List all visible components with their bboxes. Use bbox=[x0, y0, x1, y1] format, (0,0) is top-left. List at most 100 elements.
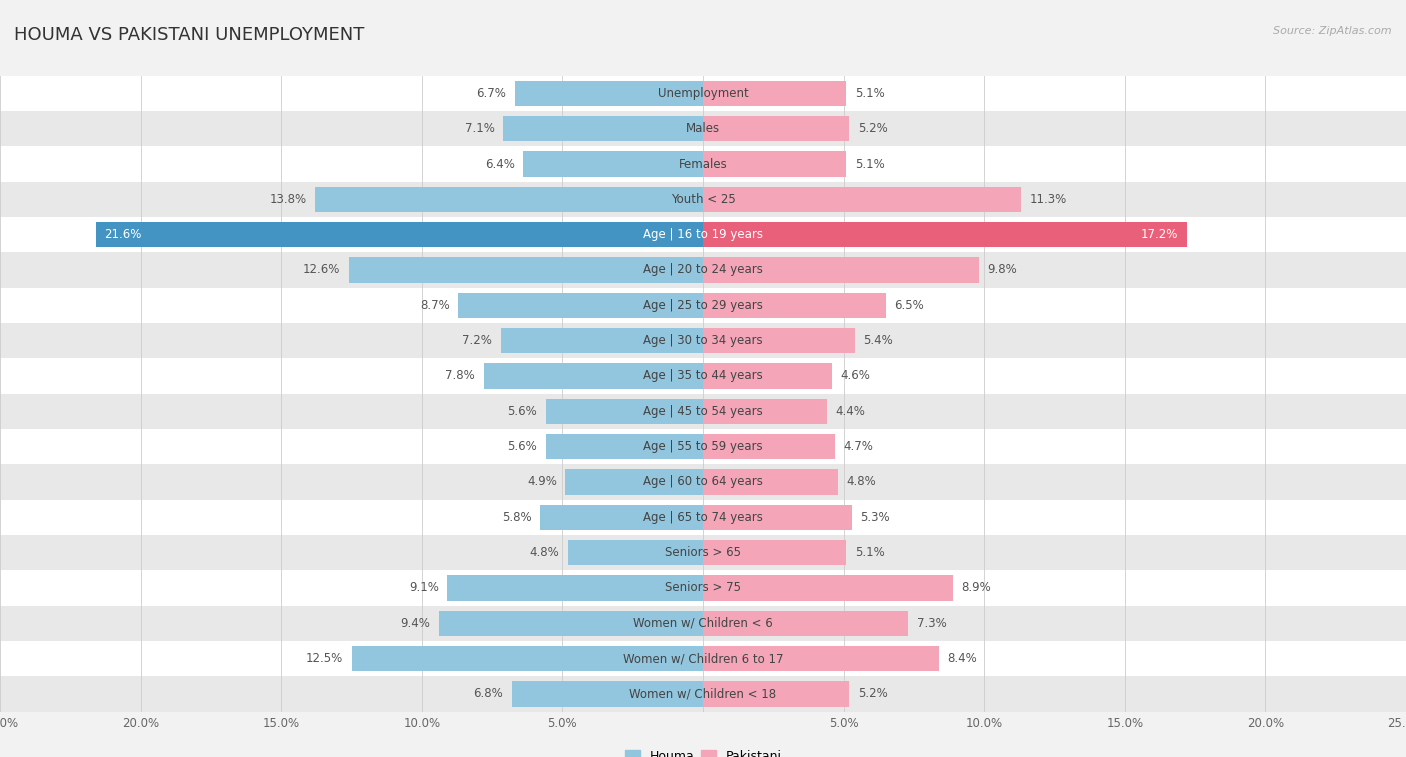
Text: 9.8%: 9.8% bbox=[987, 263, 1017, 276]
Bar bbox=[703, 293, 886, 318]
Bar bbox=[484, 363, 703, 388]
Bar bbox=[0, 429, 1406, 464]
Text: 8.7%: 8.7% bbox=[420, 299, 450, 312]
Bar bbox=[96, 222, 703, 248]
Text: Age | 20 to 24 years: Age | 20 to 24 years bbox=[643, 263, 763, 276]
Text: 11.3%: 11.3% bbox=[1029, 193, 1066, 206]
Bar bbox=[703, 222, 1187, 248]
Text: 7.1%: 7.1% bbox=[465, 122, 495, 136]
Bar bbox=[315, 187, 703, 212]
Text: Males: Males bbox=[686, 122, 720, 136]
Text: 9.1%: 9.1% bbox=[409, 581, 439, 594]
Bar bbox=[703, 505, 852, 530]
Bar bbox=[0, 500, 1406, 535]
Text: 17.2%: 17.2% bbox=[1140, 228, 1178, 241]
Bar bbox=[703, 399, 827, 424]
Bar bbox=[703, 187, 1021, 212]
Bar bbox=[0, 606, 1406, 641]
Text: 7.2%: 7.2% bbox=[463, 334, 492, 347]
Text: 5.2%: 5.2% bbox=[858, 122, 887, 136]
Text: Women w/ Children 6 to 17: Women w/ Children 6 to 17 bbox=[623, 652, 783, 665]
Bar bbox=[0, 182, 1406, 217]
Text: 9.4%: 9.4% bbox=[401, 617, 430, 630]
Text: Seniors > 75: Seniors > 75 bbox=[665, 581, 741, 594]
Text: Age | 16 to 19 years: Age | 16 to 19 years bbox=[643, 228, 763, 241]
Text: Source: ZipAtlas.com: Source: ZipAtlas.com bbox=[1274, 26, 1392, 36]
Bar bbox=[540, 505, 703, 530]
Legend: Houma, Pakistani: Houma, Pakistani bbox=[624, 749, 782, 757]
Bar bbox=[439, 611, 703, 636]
Bar bbox=[703, 328, 855, 354]
Bar bbox=[703, 646, 939, 671]
Text: 4.8%: 4.8% bbox=[846, 475, 876, 488]
Bar bbox=[703, 540, 846, 565]
Bar bbox=[0, 570, 1406, 606]
Text: 6.5%: 6.5% bbox=[894, 299, 924, 312]
Text: 4.8%: 4.8% bbox=[530, 546, 560, 559]
Bar bbox=[703, 434, 835, 459]
Text: 7.3%: 7.3% bbox=[917, 617, 946, 630]
Text: 12.6%: 12.6% bbox=[302, 263, 340, 276]
Bar bbox=[703, 116, 849, 142]
Text: 7.8%: 7.8% bbox=[446, 369, 475, 382]
Bar bbox=[546, 399, 703, 424]
Text: Women w/ Children < 18: Women w/ Children < 18 bbox=[630, 687, 776, 700]
Text: 5.6%: 5.6% bbox=[508, 440, 537, 453]
Bar bbox=[703, 363, 832, 388]
Text: 6.4%: 6.4% bbox=[485, 157, 515, 170]
Bar bbox=[352, 646, 703, 671]
Text: 4.9%: 4.9% bbox=[527, 475, 557, 488]
Bar bbox=[0, 288, 1406, 323]
Bar bbox=[501, 328, 703, 354]
Bar bbox=[0, 394, 1406, 429]
Text: Age | 55 to 59 years: Age | 55 to 59 years bbox=[643, 440, 763, 453]
Bar bbox=[0, 464, 1406, 500]
Text: Age | 30 to 34 years: Age | 30 to 34 years bbox=[643, 334, 763, 347]
Bar bbox=[0, 76, 1406, 111]
Text: Seniors > 65: Seniors > 65 bbox=[665, 546, 741, 559]
Bar bbox=[0, 146, 1406, 182]
Text: 6.7%: 6.7% bbox=[477, 87, 506, 100]
Text: Youth < 25: Youth < 25 bbox=[671, 193, 735, 206]
Bar bbox=[447, 575, 703, 600]
Text: Females: Females bbox=[679, 157, 727, 170]
Text: 21.6%: 21.6% bbox=[104, 228, 142, 241]
Bar bbox=[458, 293, 703, 318]
Text: 5.8%: 5.8% bbox=[502, 511, 531, 524]
Text: 5.4%: 5.4% bbox=[863, 334, 893, 347]
Bar bbox=[0, 252, 1406, 288]
Bar bbox=[0, 676, 1406, 712]
Text: 8.9%: 8.9% bbox=[962, 581, 991, 594]
Text: Age | 25 to 29 years: Age | 25 to 29 years bbox=[643, 299, 763, 312]
Bar bbox=[703, 575, 953, 600]
Bar bbox=[703, 257, 979, 282]
Text: Age | 45 to 54 years: Age | 45 to 54 years bbox=[643, 405, 763, 418]
Bar bbox=[0, 358, 1406, 394]
Text: Age | 65 to 74 years: Age | 65 to 74 years bbox=[643, 511, 763, 524]
Bar bbox=[703, 681, 849, 706]
Text: HOUMA VS PAKISTANI UNEMPLOYMENT: HOUMA VS PAKISTANI UNEMPLOYMENT bbox=[14, 26, 364, 45]
Bar bbox=[515, 81, 703, 106]
Text: 4.7%: 4.7% bbox=[844, 440, 873, 453]
Text: 12.5%: 12.5% bbox=[307, 652, 343, 665]
Text: 4.6%: 4.6% bbox=[841, 369, 870, 382]
Text: 5.1%: 5.1% bbox=[855, 157, 884, 170]
Bar bbox=[703, 469, 838, 494]
Text: 13.8%: 13.8% bbox=[270, 193, 307, 206]
Text: 5.6%: 5.6% bbox=[508, 405, 537, 418]
Bar bbox=[565, 469, 703, 494]
Bar bbox=[703, 151, 846, 176]
Text: Women w/ Children < 6: Women w/ Children < 6 bbox=[633, 617, 773, 630]
Bar bbox=[523, 151, 703, 176]
Text: 4.4%: 4.4% bbox=[835, 405, 865, 418]
Bar bbox=[546, 434, 703, 459]
Text: 5.2%: 5.2% bbox=[858, 687, 887, 700]
Bar bbox=[568, 540, 703, 565]
Text: 8.4%: 8.4% bbox=[948, 652, 977, 665]
Bar bbox=[503, 116, 703, 142]
Bar bbox=[0, 535, 1406, 570]
Bar bbox=[0, 217, 1406, 252]
Text: 5.3%: 5.3% bbox=[860, 511, 890, 524]
Text: 5.1%: 5.1% bbox=[855, 87, 884, 100]
Bar bbox=[703, 81, 846, 106]
